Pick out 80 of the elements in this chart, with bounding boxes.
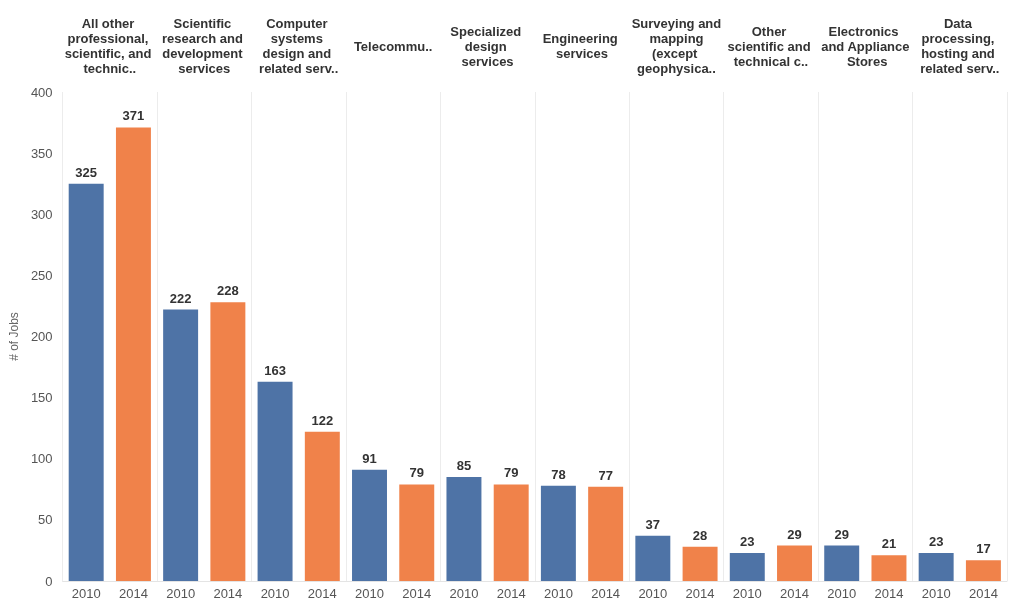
data-label: 163 xyxy=(264,362,286,378)
bar xyxy=(399,484,435,581)
data-label: 28 xyxy=(692,527,708,543)
x-tick-label: Surveying and mapping (except geophysica.. xyxy=(631,16,722,76)
text: 2010 xyxy=(355,586,384,601)
data-label: 29 xyxy=(787,526,802,542)
bar xyxy=(352,469,387,581)
data-label: 29 xyxy=(834,526,849,542)
bar xyxy=(635,535,671,581)
text: 2014 xyxy=(591,586,621,601)
text: 2014 xyxy=(780,586,809,601)
text: 2014 xyxy=(874,586,904,601)
bar xyxy=(729,552,765,581)
bar xyxy=(68,183,104,581)
text: 2010 xyxy=(732,586,762,601)
x-tick-label: Telecommu.. xyxy=(353,38,433,54)
data-label: 78 xyxy=(551,466,566,482)
bar xyxy=(304,431,340,581)
series-label: 2010 xyxy=(71,586,101,601)
data-label: 371 xyxy=(122,108,145,124)
text: 2010 xyxy=(166,586,196,601)
x-tick-label: Data processing, hosting and related serv.. xyxy=(920,16,1000,76)
text: 2014 xyxy=(213,586,243,601)
bar xyxy=(257,381,293,581)
data-label: 77 xyxy=(598,467,613,483)
data-label: 17 xyxy=(976,541,991,557)
series-label: 2014 xyxy=(118,586,148,601)
bar xyxy=(446,477,482,581)
y-tick-label: 100 xyxy=(30,451,53,467)
data-label: 85 xyxy=(456,458,472,474)
y-tick-label: 250 xyxy=(30,267,53,283)
bar xyxy=(918,552,954,581)
data-label: 37 xyxy=(645,516,661,532)
x-tick-label: All other professional, scientific, and technic.. xyxy=(64,16,155,76)
data-label: 325 xyxy=(75,164,98,180)
text: 2010 xyxy=(543,586,573,601)
x-tick-label: Engineering services xyxy=(542,31,622,61)
data-label: 122 xyxy=(311,412,334,428)
bar xyxy=(210,302,246,581)
text: 2014 xyxy=(307,586,337,601)
bar xyxy=(682,546,718,581)
data-label: 21 xyxy=(881,536,897,552)
x-tick-label: Computer systems design and related serv.. xyxy=(259,16,339,76)
y-tick-label: 0 xyxy=(45,573,53,589)
data-label: 79 xyxy=(503,465,519,481)
text: 2010 xyxy=(827,586,857,601)
y-tick-label: 400 xyxy=(30,84,53,100)
data-label: 91 xyxy=(362,450,377,466)
bar xyxy=(163,309,199,581)
bar xyxy=(777,545,813,581)
x-tick-label: Specialized design services xyxy=(450,23,525,69)
text: 2010 xyxy=(260,586,290,601)
bar xyxy=(493,484,529,581)
data-label: 228 xyxy=(217,283,239,299)
data-label: 222 xyxy=(169,290,192,306)
x-tick-label: Scientific research and development services xyxy=(161,16,247,76)
text: 2010 xyxy=(449,586,479,601)
text: 2014 xyxy=(968,586,998,601)
bar xyxy=(965,560,1001,581)
bar xyxy=(824,545,860,581)
y-tick-label: 200 xyxy=(30,329,53,344)
data-label: 79 xyxy=(409,465,424,481)
x-tick-label: Electronics and Appliance Stores xyxy=(821,23,910,69)
data-label: 23 xyxy=(740,533,755,549)
y-tick-label: 300 xyxy=(30,206,53,222)
y-tick-label: 50 xyxy=(38,512,53,528)
text: 2014 xyxy=(685,586,715,601)
text: 2010 xyxy=(921,586,951,601)
bar xyxy=(540,485,576,581)
y-tick-label: 150 xyxy=(30,390,53,406)
bar xyxy=(871,555,907,581)
bar xyxy=(588,486,624,581)
x-tick-label: Other scientific and technical c.. xyxy=(727,23,815,69)
text: 2014 xyxy=(496,586,526,601)
y-tick-label: 350 xyxy=(30,145,53,161)
text: 2014 xyxy=(402,586,432,601)
text: 2010 xyxy=(638,586,668,601)
y-axis-title: # of Jobs xyxy=(7,312,21,361)
bar xyxy=(115,127,151,581)
data-label: 23 xyxy=(928,533,944,549)
